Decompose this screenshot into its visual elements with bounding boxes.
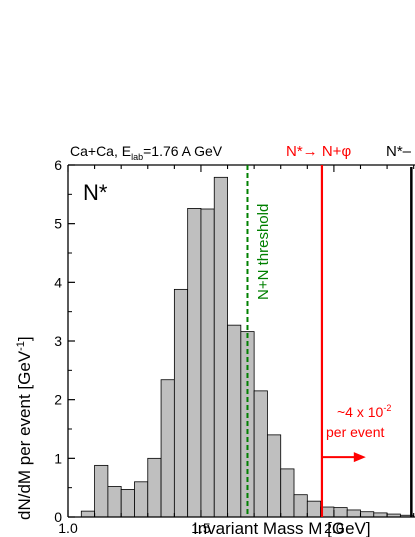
- annotation-text-line2: per event: [326, 424, 384, 440]
- axes: 0 1 2 3 4 5 6 1.0 1.5 2.0: [54, 157, 415, 536]
- histogram-bar: [333, 507, 348, 518]
- y-tick-label: 5: [54, 216, 62, 232]
- x-axis-label: Invariant Mass M [GeV]: [193, 519, 371, 537]
- phi-decay-label: N*→ N+φ: [286, 143, 351, 160]
- reference-lines: [246, 165, 413, 517]
- y-tick-label: 6: [54, 157, 62, 173]
- annotation-text: ~4 x 10-2: [337, 403, 391, 420]
- x-tick-label: 2.0: [324, 520, 344, 536]
- histogram-bar: [173, 288, 189, 518]
- histogram-bar: [346, 509, 361, 518]
- y-tick-label: 3: [54, 333, 62, 349]
- chart-title: Ca+Ca, Elab=1.76 A GeV: [70, 143, 223, 162]
- y-tick-label: 1: [54, 450, 62, 466]
- histogram-bar: [187, 208, 202, 518]
- histogram-bar: [134, 481, 149, 518]
- histogram-bar: [200, 208, 215, 518]
- histogram-bar: [147, 457, 162, 518]
- annotation-arrow-head: [353, 452, 366, 463]
- black-decay-label: N*–: [386, 143, 412, 160]
- labels: Ca+Ca, Elab=1.76 A GeV N* N*→ N+φ N*– N+N th…: [15, 143, 412, 537]
- x-tick-label: 1.0: [58, 520, 78, 536]
- histogram-bar: [253, 390, 268, 518]
- histogram-bar: [80, 510, 95, 518]
- panel-label: N*: [83, 180, 108, 205]
- histogram-bar: [280, 468, 295, 518]
- histogram-bar: [360, 511, 375, 518]
- y-tick-label: 0: [54, 509, 62, 525]
- histogram-bar: [213, 176, 228, 518]
- histogram-bars: [80, 176, 415, 518]
- histogram-bar: [267, 434, 282, 518]
- histogram-bar: [94, 464, 109, 518]
- y-tick-label: 2: [54, 392, 62, 408]
- histogram-bar: [293, 494, 308, 518]
- threshold-label: N+N threshold: [255, 204, 272, 300]
- histogram-bar: [107, 486, 122, 518]
- histogram-bar: [227, 324, 242, 518]
- histogram-bar: [160, 379, 175, 518]
- x-tick-label: 1.5: [191, 520, 211, 536]
- y-tick-label: 4: [54, 274, 62, 290]
- histogram-bar: [306, 500, 322, 518]
- y-axis-label: dN/dM per event [GeV-1]: [15, 336, 34, 520]
- histogram-bar: [120, 489, 135, 518]
